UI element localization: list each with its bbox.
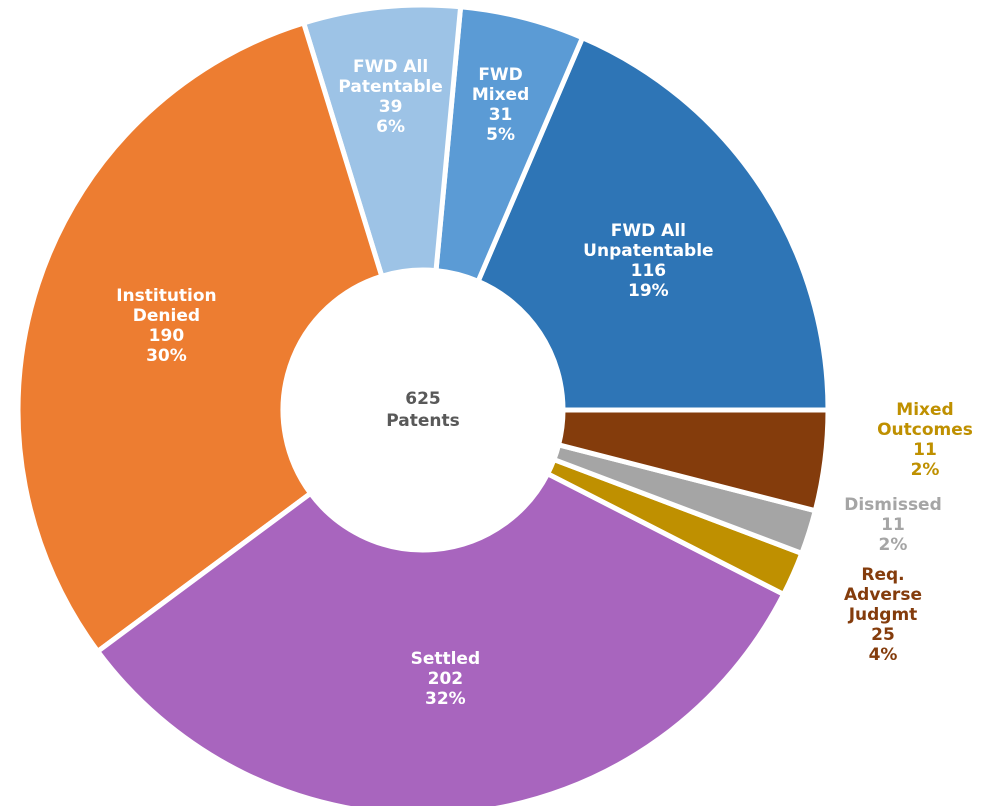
total: 625 [405,389,441,409]
category-label: Mixed Outcomes [877,400,973,440]
percent-label: 30% [146,345,187,366]
slice-label: FWD Mixed 31 5% [472,65,529,145]
slice-label: Institution Denied 190 30% [116,286,216,366]
percent-label: 4% [868,645,898,665]
value-label: 31 [488,104,513,125]
category-label: Req. Adverse Judgmt [844,565,922,625]
slice-label: FWD All Patentable 39 6% [338,57,442,137]
percent-label: 19% [628,281,669,302]
total-label: Patents [386,411,460,431]
percent-label: 2% [878,535,908,555]
percent-label: 32% [425,689,466,710]
category-label: FWD All Patentable [338,56,443,97]
slice-label: Dismissed 11 2% [844,495,942,555]
hole [283,270,563,550]
percent-label: 5% [486,124,515,145]
value-label: 11 [913,440,937,460]
percent-label: 6% [376,116,406,137]
value-label: 25 [871,625,895,645]
slice-label: Mixed Outcomes 11 2% [877,400,973,480]
value-label: 202 [427,669,464,690]
value-label: 190 [148,325,185,346]
category-label: Dismissed [844,495,942,515]
slice-label: FWD All Unpatentable 116 19% [583,221,713,301]
value-label: 116 [630,261,667,282]
value-label: 39 [378,96,403,117]
center-label: 625 Patents [386,388,459,432]
category-label: FWD Mixed [471,64,530,105]
category-label: Institution Denied [116,285,217,326]
slice-label: Req. Adverse Judgmt 25 4% [825,565,941,665]
category-label: Settled [410,649,481,670]
category-label: FWD All Unpatentable [583,221,714,262]
slice-label: Settled 202 32% [411,649,481,709]
percent-label: 2% [910,460,940,480]
value-label: 11 [881,515,905,535]
